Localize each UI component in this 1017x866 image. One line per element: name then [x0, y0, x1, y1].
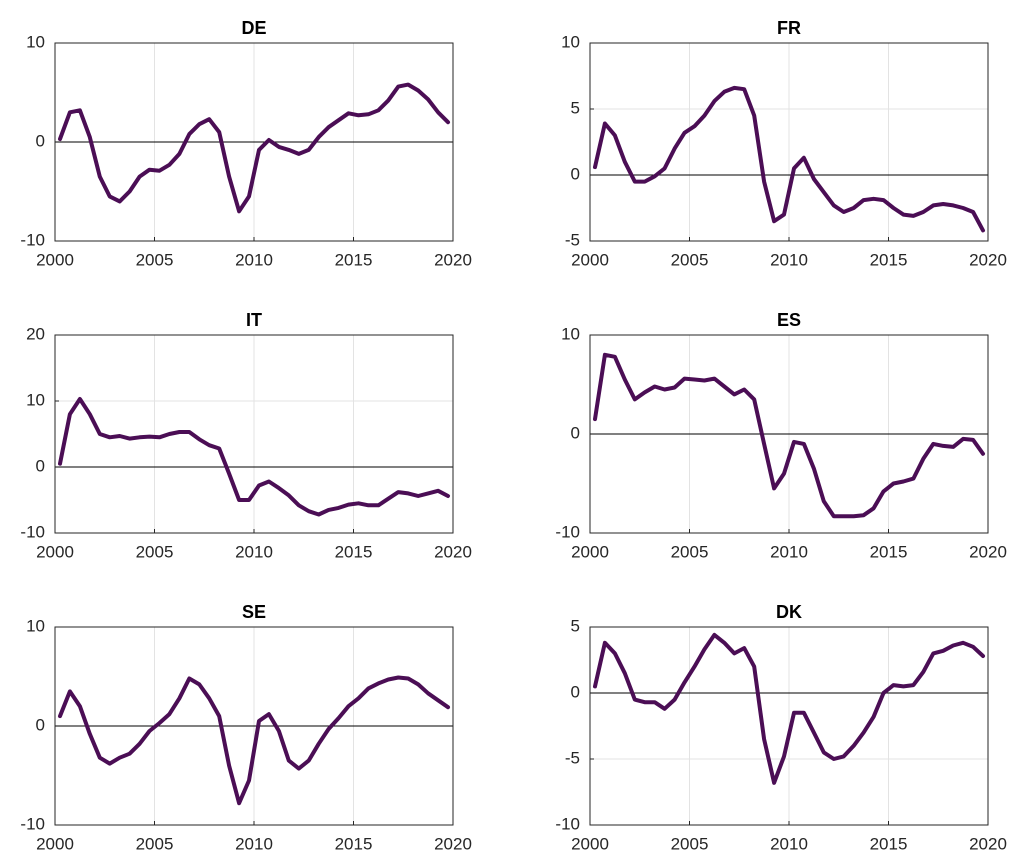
x-tick-label: 2020 [434, 834, 472, 853]
y-tick-label: 20 [26, 324, 45, 343]
y-tick-label: 0 [571, 164, 580, 183]
x-tick-label: 2005 [136, 542, 174, 561]
x-tick-label: 2010 [770, 834, 808, 853]
series-line [593, 85, 985, 233]
series-line [58, 397, 450, 517]
x-tick-label: 2020 [434, 250, 472, 269]
y-tick-label: 0 [36, 456, 45, 475]
y-tick-label: -10 [555, 814, 580, 833]
y-tick-label: -10 [20, 522, 45, 541]
y-tick-label: -10 [20, 814, 45, 833]
y-tick-label: 0 [571, 423, 580, 442]
panel-title: DK [776, 602, 802, 622]
x-tick-label: 2015 [335, 542, 373, 561]
y-tick-label: 10 [561, 324, 580, 343]
x-tick-label: 2020 [969, 542, 1007, 561]
y-tick-label: 10 [561, 32, 580, 51]
x-tick-label: 2005 [671, 542, 709, 561]
panel-title: ES [777, 310, 801, 330]
y-tick-label: 10 [26, 32, 45, 51]
y-tick-label: 0 [36, 715, 45, 734]
y-tick-label: -10 [555, 522, 580, 541]
x-tick-label: 2015 [870, 542, 908, 561]
panel-title: DE [241, 18, 266, 38]
panel-title: FR [777, 18, 801, 38]
y-tick-label: -5 [565, 748, 580, 767]
x-tick-label: 2015 [870, 834, 908, 853]
x-tick-label: 2005 [136, 250, 174, 269]
x-tick-label: 2015 [335, 834, 373, 853]
series-line [593, 352, 985, 519]
y-tick-label: 10 [26, 390, 45, 409]
series-line [593, 632, 985, 785]
x-tick-label: 2010 [770, 542, 808, 561]
panel-title: IT [246, 310, 262, 330]
x-tick-label: 2000 [571, 542, 609, 561]
y-tick-label: 10 [26, 616, 45, 635]
x-tick-label: 2010 [235, 250, 273, 269]
series-line [58, 82, 450, 214]
x-tick-label: 2020 [969, 834, 1007, 853]
axes-box [589, 42, 989, 242]
x-tick-label: 2000 [571, 834, 609, 853]
x-tick-label: 2005 [671, 250, 709, 269]
x-tick-label: 2015 [335, 250, 373, 269]
x-tick-label: 2000 [36, 542, 74, 561]
y-tick-label: 0 [36, 131, 45, 150]
axes-box [54, 42, 454, 242]
axes-box [54, 334, 454, 534]
y-tick-label: -5 [565, 230, 580, 249]
y-tick-label: 5 [571, 98, 580, 117]
x-tick-label: 2005 [136, 834, 174, 853]
x-tick-label: 2000 [571, 250, 609, 269]
series-line [58, 675, 450, 806]
y-tick-label: 5 [571, 616, 580, 635]
axes-box [54, 626, 454, 826]
axes-box [589, 334, 989, 534]
x-tick-label: 2020 [969, 250, 1007, 269]
axes-box [589, 626, 989, 826]
x-tick-label: 2005 [671, 834, 709, 853]
x-tick-label: 2010 [770, 250, 808, 269]
x-tick-label: 2000 [36, 834, 74, 853]
panel-title: SE [242, 602, 266, 622]
x-tick-label: 2010 [235, 542, 273, 561]
y-tick-label: -10 [20, 230, 45, 249]
x-tick-label: 2020 [434, 542, 472, 561]
x-tick-label: 2015 [870, 250, 908, 269]
y-tick-label: 0 [571, 682, 580, 701]
x-tick-label: 2010 [235, 834, 273, 853]
x-tick-label: 2000 [36, 250, 74, 269]
